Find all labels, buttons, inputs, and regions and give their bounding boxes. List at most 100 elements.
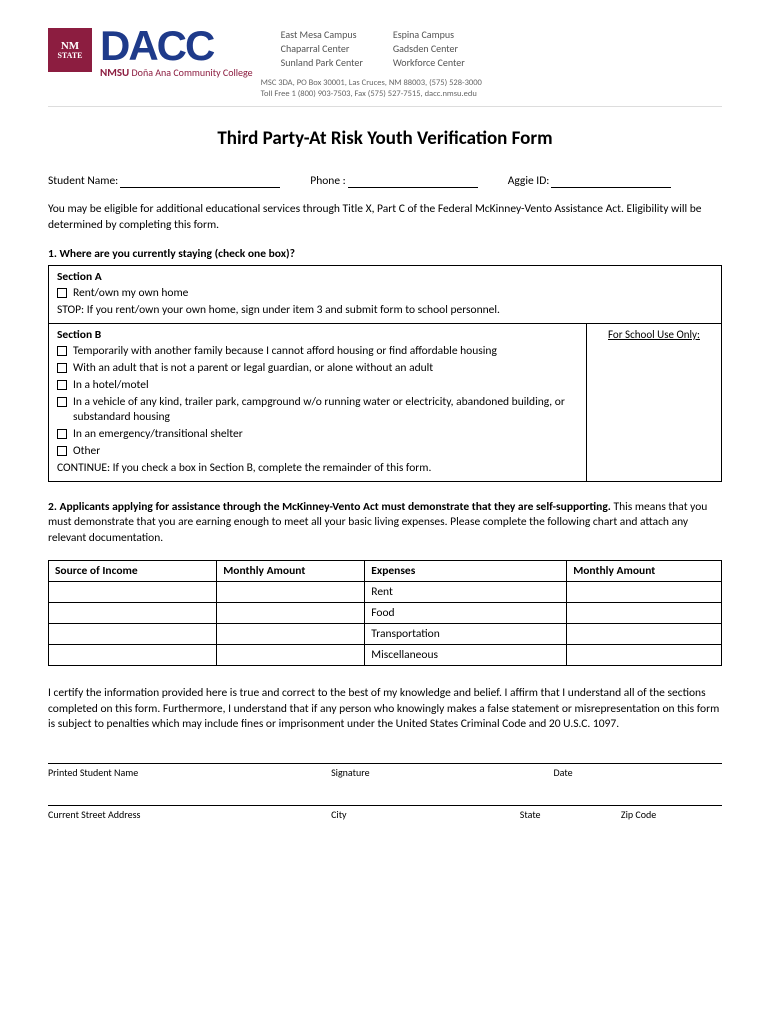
section-a: Section A Rent/own my own home STOP: If … (49, 266, 721, 324)
q2-bold: 2. Applicants applying for assistance th… (48, 500, 611, 514)
contact-line-1: MSC 3DA, PO Box 30001, Las Cruces, NM 88… (261, 78, 722, 89)
income-amount-cell[interactable] (217, 603, 365, 624)
expense-amount-cell[interactable] (567, 645, 722, 666)
q2-paragraph: 2. Applicants applying for assistance th… (48, 500, 722, 547)
campus-columns: East Mesa Campus Chaparral Center Sunlan… (281, 28, 722, 70)
campus-col-2: Espina Campus Gadsden Center Workforce C… (393, 28, 465, 70)
college-name: Doña Ana Community College (132, 66, 253, 79)
income-amount-cell[interactable] (217, 624, 365, 645)
table-row: Food (49, 603, 722, 624)
option-row: Temporarily with another family because … (57, 344, 578, 359)
section-b-wrap: Section B Temporarily with another famil… (49, 324, 721, 481)
option-row: In an emergency/transitional shelter (57, 427, 578, 442)
section-a-option-text: Rent/own my own home (73, 286, 188, 301)
letterhead: NM STATE DACC NMSU Doña Ana Community Co… (48, 28, 722, 107)
expense-amount-cell[interactable] (567, 624, 722, 645)
signature-row-1: Printed Student Name Signature Date (48, 763, 722, 779)
logo-text-top: NM (61, 41, 79, 52)
signature-label: Signature (331, 766, 553, 779)
checkbox-temp-family[interactable] (57, 346, 67, 356)
checkbox-hotel[interactable] (57, 380, 67, 390)
student-name-input[interactable] (120, 187, 280, 188)
option-text: In a vehicle of any kind, trailer park, … (73, 395, 578, 425)
option-text: In an emergency/transitional shelter (73, 427, 243, 442)
q1-heading: 1. Where are you currently staying (chec… (48, 247, 722, 261)
campus-item: East Mesa Campus (281, 28, 363, 42)
campus-item: Workforce Center (393, 56, 465, 70)
header-right: East Mesa Campus Chaparral Center Sunlan… (261, 28, 722, 100)
expense-amount-cell[interactable] (567, 603, 722, 624)
income-expense-table: Source of Income Monthly Amount Expenses… (48, 560, 722, 666)
phone-input[interactable] (348, 187, 478, 188)
option-text: In a hotel/motel (73, 378, 149, 393)
section-b: Section B Temporarily with another famil… (49, 324, 586, 481)
printed-name-label: Printed Student Name (48, 766, 331, 779)
certification-paragraph: I certify the information provided here … (48, 686, 722, 733)
aggie-id-input[interactable] (551, 187, 671, 188)
option-row: Other (57, 444, 578, 459)
nmsu-label: NMSU (100, 66, 129, 79)
logo-text-bottom: STATE (57, 52, 82, 60)
expense-amount-cell[interactable] (567, 582, 722, 603)
nm-state-logo: NM STATE (48, 28, 92, 72)
checkbox-rent-own[interactable] (57, 288, 67, 298)
campus-item: Sunland Park Center (281, 56, 363, 70)
form-page: NM STATE DACC NMSU Doña Ana Community Co… (0, 0, 770, 841)
campus-item: Gadsden Center (393, 42, 465, 56)
campus-item: Chaparral Center (281, 42, 363, 56)
student-name-field: Student Name: (48, 174, 280, 188)
income-source-cell[interactable] (49, 603, 217, 624)
option-text: Temporarily with another family because … (73, 344, 497, 359)
contact-line-2: Toll Free 1 (800) 903-7503, Fax (575) 52… (261, 89, 722, 100)
option-row: In a vehicle of any kind, trailer park, … (57, 395, 578, 425)
option-row: In a hotel/motel (57, 378, 578, 393)
table-row: Miscellaneous (49, 645, 722, 666)
state-label: State (520, 808, 621, 821)
section-a-label: Section A (57, 270, 713, 284)
income-amount-cell[interactable] (217, 645, 365, 666)
form-title: Third Party-At Risk Youth Verification F… (48, 127, 722, 150)
section-a-option-row: Rent/own my own home (57, 286, 713, 301)
zip-label: Zip Code (621, 808, 722, 821)
income-source-cell[interactable] (49, 624, 217, 645)
option-text: Other (73, 444, 100, 459)
phone-label: Phone : (310, 174, 346, 188)
student-name-label: Student Name: (48, 174, 118, 188)
expense-label-cell: Miscellaneous (365, 645, 567, 666)
option-row: With an adult that is not a parent or le… (57, 361, 578, 376)
income-source-cell[interactable] (49, 582, 217, 603)
income-amount-cell[interactable] (217, 582, 365, 603)
school-use-box: For School Use Only: (586, 324, 721, 481)
phone-field: Phone : (310, 174, 478, 188)
table-header-row: Source of Income Monthly Amount Expenses… (49, 561, 722, 582)
checkbox-vehicle[interactable] (57, 397, 67, 407)
table-row: Rent (49, 582, 722, 603)
campus-col-1: East Mesa Campus Chaparral Center Sunlan… (281, 28, 363, 70)
expense-label-cell: Rent (365, 582, 567, 603)
option-text: With an adult that is not a parent or le… (73, 361, 433, 376)
table-row: Transportation (49, 624, 722, 645)
date-label: Date (553, 766, 722, 779)
checkbox-adult-not-guardian[interactable] (57, 363, 67, 373)
checkbox-other[interactable] (57, 446, 67, 456)
checkbox-shelter[interactable] (57, 429, 67, 439)
contact-info: MSC 3DA, PO Box 30001, Las Cruces, NM 88… (261, 78, 722, 100)
section-b-label: Section B (57, 328, 578, 342)
th-monthly-2: Monthly Amount (567, 561, 722, 582)
intro-paragraph: You may be eligible for additional educa… (48, 202, 722, 233)
income-source-cell[interactable] (49, 645, 217, 666)
th-expenses: Expenses (365, 561, 567, 582)
student-info-row: Student Name: Phone : Aggie ID: (48, 174, 722, 188)
aggie-id-label: Aggie ID: (508, 174, 550, 188)
th-monthly-1: Monthly Amount (217, 561, 365, 582)
campus-item: Espina Campus (393, 28, 465, 42)
q1-box: Section A Rent/own my own home STOP: If … (48, 265, 722, 482)
signature-row-2: Current Street Address City State Zip Co… (48, 805, 722, 821)
college-name-line: NMSU Doña Ana Community College (100, 66, 253, 79)
section-a-stop: STOP: If you rent/own your own home, sig… (57, 303, 713, 317)
dacc-wordmark: DACC (100, 28, 253, 64)
city-label: City (331, 808, 520, 821)
expense-label-cell: Food (365, 603, 567, 624)
th-source: Source of Income (49, 561, 217, 582)
school-use-label: For School Use Only: (608, 328, 700, 341)
